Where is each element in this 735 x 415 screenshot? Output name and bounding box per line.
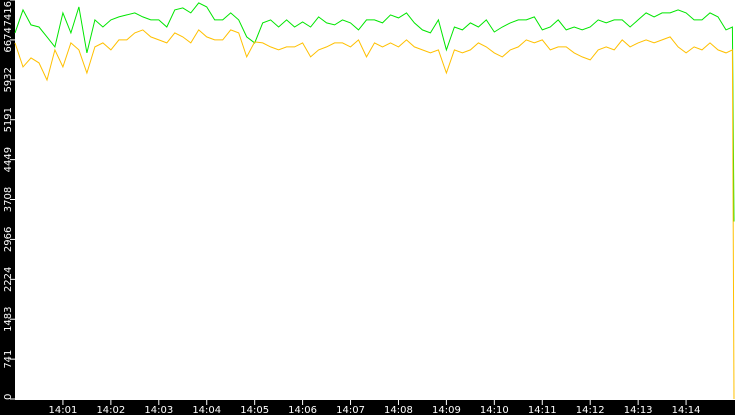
x-tick-label: 14:09 [432,405,461,415]
x-tick-label: 14:11 [528,405,557,415]
y-tick-label: 1483 [3,306,14,331]
series-line-1 [14,2,735,222]
x-tick-label: 14:13 [624,405,653,415]
x-tick-label: 14:01 [49,405,78,415]
y-tick-label: 2966 [3,227,14,252]
plot-area [15,0,735,400]
x-tick-label: 14:12 [576,405,605,415]
x-tick-label: 14:10 [480,405,509,415]
x-tick-label: 14:04 [192,405,221,415]
y-tick-label: 5932 [3,67,14,92]
y-tick-label: 3708 [3,187,14,212]
x-tick-label: 14:02 [96,405,125,415]
series-line-2 [14,29,735,400]
x-tick-label: 14:03 [144,405,173,415]
x-tick-label: 14:14 [672,405,701,415]
x-axis: 14:01 14:02 14:03 14:04 14:05 14:06 14:07 14:08… [49,400,701,415]
y-tick-label: 741 [3,350,14,369]
y-tick-label: 6674 [3,27,14,52]
x-tick-label: 14:06 [288,405,317,415]
y-tick-label: 7416 [3,1,14,26]
series-layer [14,2,735,400]
y-tick-label: 5191 [3,107,14,132]
y-tick-label: 0 [3,394,14,400]
x-tick-label: 14:07 [336,405,365,415]
x-tick-label: 14:08 [384,405,413,415]
x-tick-label: 14:05 [240,405,269,415]
y-tick-label: 2224 [3,267,14,292]
y-tick-label: 4449 [3,147,14,172]
